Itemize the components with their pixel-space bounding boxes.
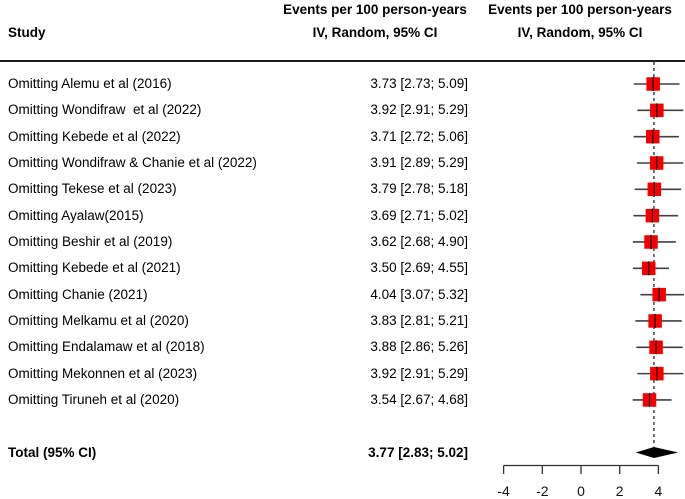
study-label: Omitting Tekese et al (2023) <box>8 181 177 197</box>
study-row: Omitting Wondifraw & Chanie et al (2022)… <box>0 154 480 172</box>
axis-tick-label: 4 <box>655 483 663 499</box>
forest-row <box>633 208 679 223</box>
study-label: Omitting Kebede et al (2022) <box>8 128 181 144</box>
forest-row <box>637 103 684 118</box>
header-separator-rule <box>0 60 685 62</box>
study-row: Omitting Alemu et al (2016) 3.73 [2.73; … <box>0 75 480 93</box>
forest-row <box>636 155 684 170</box>
total-row: Total (95% CI) 3.77 [2.83; 5.02] <box>0 444 480 462</box>
forest-plot-canvas: -4 -2 0 2 4 <box>497 62 684 499</box>
forest-row <box>633 77 680 91</box>
study-label: Omitting Endalamaw et al (2018) <box>8 339 205 355</box>
study-ci-value: 3.88 [2.86; 5.26] <box>370 339 468 355</box>
axis-tick-label: -2 <box>536 483 549 499</box>
plot-header-model: IV, Random, 95% CI <box>517 25 643 40</box>
total-label: Total (95% CI) <box>8 445 97 460</box>
study-label: Omitting Tiruneh et al (2020) <box>8 391 180 407</box>
study-ci-value: 3.69 [2.71; 5.02] <box>370 207 468 223</box>
axis-tick-label: 2 <box>616 483 624 499</box>
forest-row <box>633 129 679 144</box>
study-label: Omitting Wondifraw & Chanie et al (2022) <box>8 154 257 170</box>
col-header-effect-measure: Events per 100 person-years <box>283 2 467 17</box>
axis-tick-label: 0 <box>577 483 585 499</box>
study-ci-value: 3.83 [2.81; 5.21] <box>370 312 468 328</box>
study-label: Omitting Kebede et al (2021) <box>8 260 181 276</box>
study-ci-value: 3.79 [2.78; 5.18] <box>370 181 468 197</box>
study-row: Omitting Melkamu et al (2020) 3.83 [2.81… <box>0 312 480 330</box>
study-label: Omitting Wondifraw et al (2022) <box>8 102 202 118</box>
study-label: Omitting Chanie (2021) <box>8 286 148 302</box>
study-label: Omitting Beshir et al (2019) <box>8 233 173 249</box>
forest-row <box>632 234 676 249</box>
col-header-study: Study <box>8 25 46 40</box>
study-row: Omitting Tekese et al (2023) 3.79 [2.78;… <box>0 180 480 198</box>
total-ci-value: 3.77 [2.83; 5.02] <box>368 445 468 460</box>
study-row: Omitting Chanie (2021) 4.04 [3.07; 5.32] <box>0 286 480 304</box>
study-ci-value: 3.92 [2.91; 5.29] <box>370 365 468 381</box>
study-ci-value: 3.73 [2.73; 5.09] <box>370 76 468 91</box>
study-ci-value: 3.54 [2.67; 4.68] <box>370 391 468 407</box>
total-diamond <box>635 447 679 458</box>
x-axis: -4 -2 0 2 4 <box>497 464 663 499</box>
study-ci-value: 3.62 [2.68; 4.90] <box>370 233 468 249</box>
study-ci-value: 3.91 [2.89; 5.29] <box>370 154 468 170</box>
study-row: Omitting Wondifraw et al (2022) 3.92 [2.… <box>0 101 480 119</box>
study-row: Omitting Kebede et al (2021) 3.50 [2.69;… <box>0 259 480 277</box>
study-ci-value: 4.04 [3.07; 5.32] <box>370 286 468 302</box>
study-label: Omitting Ayalaw(2015) <box>8 207 144 223</box>
study-ci-value: 3.71 [2.72; 5.06] <box>370 128 468 144</box>
study-row: Omitting Beshir et al (2019) 3.62 [2.68;… <box>0 233 480 251</box>
study-ci-value: 3.92 [2.91; 5.29] <box>370 102 468 118</box>
forest-row <box>637 366 684 381</box>
study-label: Omitting Melkamu et al (2020) <box>8 312 189 328</box>
plot-header-effect-measure: Events per 100 person-years <box>488 2 672 17</box>
axis-tick-label: -4 <box>497 483 510 499</box>
forest-row <box>636 340 683 355</box>
study-row: Omitting Mekonnen et al (2023) 3.92 [2.9… <box>0 365 480 383</box>
col-header-model: IV, Random, 95% CI <box>312 25 438 40</box>
study-ci-value: 3.50 [2.69; 4.55] <box>370 260 468 276</box>
study-row: Omitting Ayalaw(2015) 3.69 [2.71; 5.02] <box>0 207 480 225</box>
study-label: Omitting Alemu et al (2016) <box>8 76 172 91</box>
forest-row <box>632 392 672 407</box>
forest-row <box>634 182 682 197</box>
forest-row <box>635 313 682 328</box>
forest-row <box>640 287 684 302</box>
study-row: Omitting Kebede et al (2022) 3.71 [2.72;… <box>0 128 480 146</box>
forest-row <box>633 261 670 276</box>
study-row: Omitting Endalamaw et al (2018) 3.88 [2.… <box>0 338 480 356</box>
study-label: Omitting Mekonnen et al (2023) <box>8 365 198 381</box>
study-row: Omitting Tiruneh et al (2020) 3.54 [2.67… <box>0 391 480 409</box>
